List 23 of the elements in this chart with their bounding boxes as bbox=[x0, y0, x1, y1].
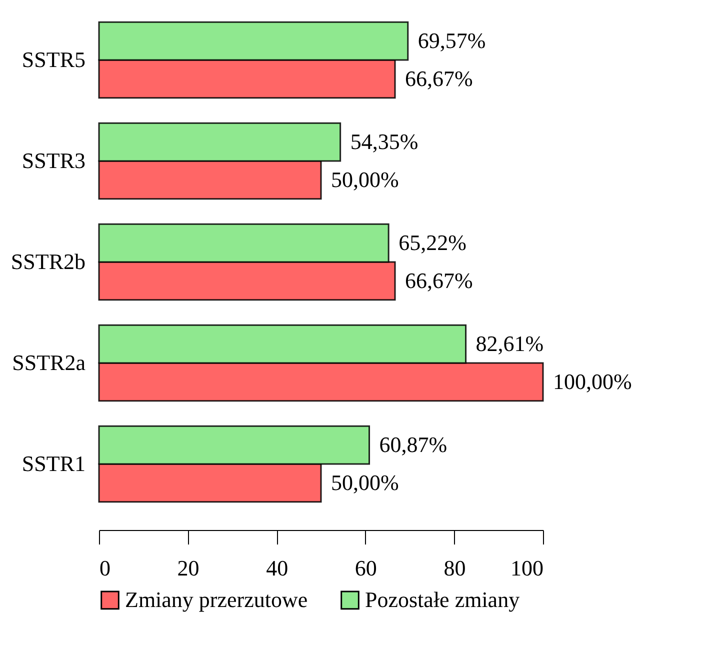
data-label: 60,87% bbox=[379, 432, 448, 458]
x-tick-label: 100 bbox=[510, 556, 544, 580]
data-label: 50,00% bbox=[331, 470, 399, 495]
legend-label: Pozostałe zmiany bbox=[365, 587, 520, 612]
data-label: 82,61% bbox=[476, 331, 544, 356]
x-tick-label: 20 bbox=[177, 556, 200, 580]
data-label: 66,67% bbox=[405, 268, 473, 293]
x-tick-label: 40 bbox=[266, 556, 288, 580]
data-label: 54,35% bbox=[350, 129, 418, 154]
y-tick-label: SSTR5 bbox=[22, 46, 86, 72]
x-tick-label: 80 bbox=[444, 556, 466, 580]
data-label: 69,57% bbox=[418, 28, 486, 54]
y-tick-label: SSTR2b bbox=[10, 249, 86, 274]
y-tick-label: SSTR2a bbox=[12, 350, 86, 376]
data-label: 66,67% bbox=[405, 66, 473, 91]
legend-label: Zmiany przerzutowe bbox=[125, 587, 308, 612]
x-tick-label: 0 bbox=[100, 556, 110, 580]
y-tick-label: SSTR1 bbox=[22, 451, 86, 476]
y-tick-label: SSTR3 bbox=[22, 148, 86, 173]
data-label: 50,00% bbox=[331, 166, 399, 192]
x-tick-label: 60 bbox=[354, 556, 377, 580]
data-label: 100,00% bbox=[553, 368, 632, 394]
data-label: 65,22% bbox=[398, 230, 466, 256]
